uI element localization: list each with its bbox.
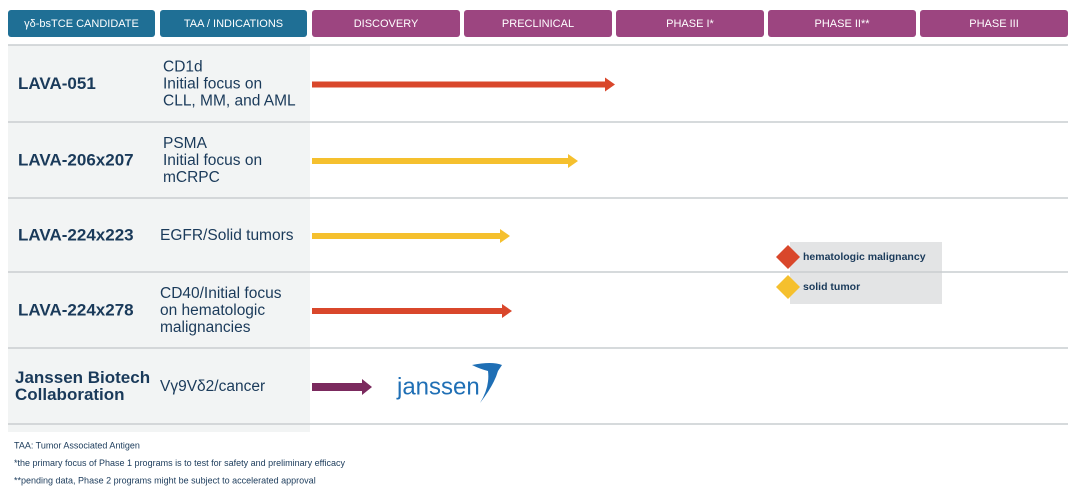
header-cell [768,10,916,37]
indication: EGFR/Solid tumors [160,227,294,244]
indication: CLL, MM, and AML [163,93,296,110]
candidate-name: LAVA-224x223 [18,225,134,244]
legend-marker [776,245,800,269]
indication: mCRPC [163,169,220,186]
header-label: TAA / INDICATIONS [184,18,283,30]
candidate-name: LAVA-224x278 [18,300,134,319]
candidate-name: Janssen Biotech [15,368,150,387]
progress-arrow [312,304,512,318]
candidate-name: LAVA-051 [18,74,96,93]
legend-box [790,242,942,304]
indication: CD40/Initial focus [160,285,282,302]
header-cell [464,10,612,37]
header-label: PHASE I* [666,18,714,30]
indication: Initial focus on [163,152,262,169]
header-label: PHASE II** [814,18,870,30]
progress-arrow [312,229,510,243]
header-cell [312,10,460,37]
footnote: *the primary focus of Phase 1 programs i… [14,458,345,468]
header-cell [616,10,764,37]
candidate-name: Collaboration [15,385,125,404]
footnote: **pending data, Phase 2 programs might b… [14,475,316,485]
candidate-name: LAVA-206x207 [18,150,134,169]
header-cell [920,10,1068,37]
header-cell [160,10,307,37]
header-label: PRECLINICAL [502,18,574,30]
header-label: PHASE III [969,18,1019,30]
header-label: DISCOVERY [354,18,419,30]
logo-mark [472,363,502,403]
partner-logo: janssen [396,373,480,400]
indication: PSMA [163,135,208,152]
legend-marker [776,275,800,299]
progress-arrow [312,77,615,92]
left-panel [8,45,310,432]
indication: malignancies [160,319,251,336]
footnote: TAA: Tumor Associated Antigen [14,440,140,450]
indication: Vγ9Vδ2/cancer [160,378,265,395]
progress-arrow [312,379,372,395]
progress-arrow [312,154,578,168]
indication: Initial focus on [163,76,262,93]
legend-label: solid tumor [803,281,860,293]
indication: CD1d [163,59,203,76]
indication: on hematologic [160,302,265,319]
header-cell [8,10,155,37]
legend-label: hematologic malignancy [803,251,926,263]
header-label: γδ-bsTCE CANDIDATE [24,18,139,30]
